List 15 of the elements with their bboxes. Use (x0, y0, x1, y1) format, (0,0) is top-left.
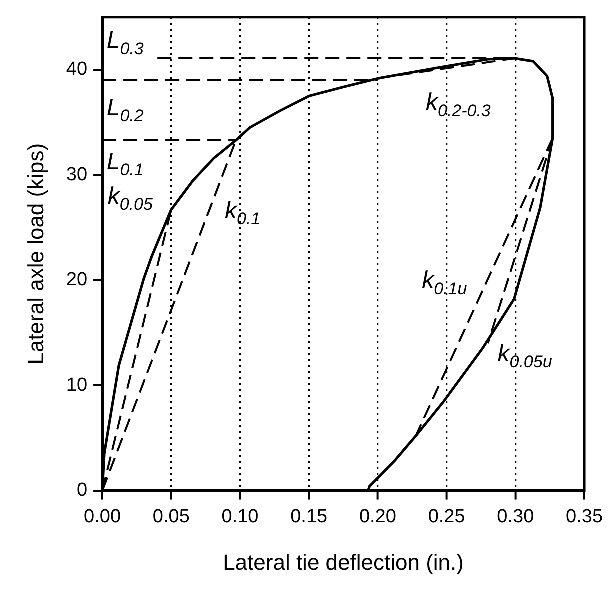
x-tick-label: 0.15 (290, 506, 328, 528)
x-tick-label: 0.35 (566, 506, 603, 528)
x-tick-label: 0.30 (497, 506, 534, 528)
y-tick-label: 20 (66, 270, 88, 291)
y-tick-label: 40 (66, 59, 88, 80)
y-axis-title: Lateral axle load (kips) (23, 143, 48, 365)
y-tick-label: 30 (66, 164, 88, 186)
x-tick-label: 0.05 (152, 506, 190, 528)
y-tick-label: 10 (66, 374, 88, 396)
x-tick-label: 0.00 (84, 506, 122, 528)
y-tick-label: 0 (76, 480, 88, 502)
x-axis-title: Lateral tie deflection (in.) (223, 550, 464, 575)
x-tick-label: 0.25 (428, 506, 466, 528)
x-tick-label: 0.20 (359, 506, 396, 528)
x-tick-label: 0.10 (222, 506, 259, 528)
